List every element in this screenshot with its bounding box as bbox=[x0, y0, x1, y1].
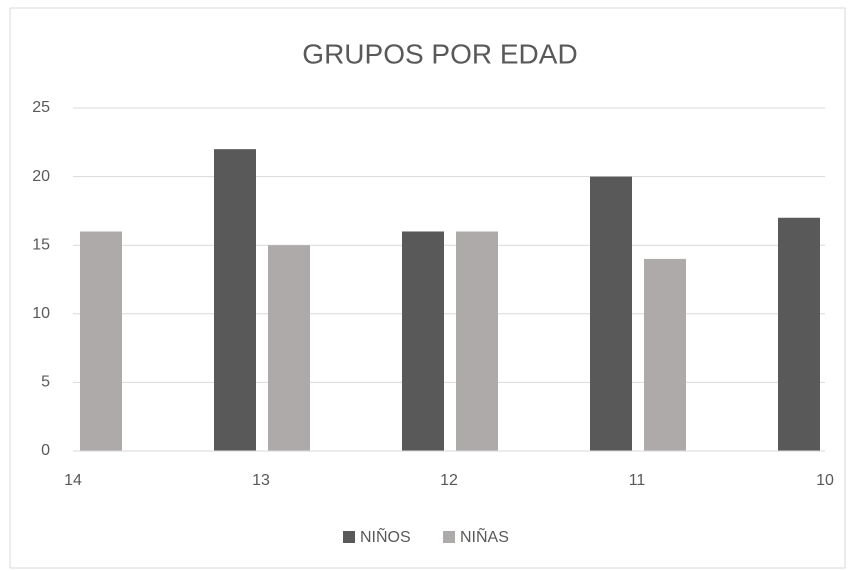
y-tick-label: 10 bbox=[32, 305, 50, 322]
legend-label: NIÑOS bbox=[360, 526, 411, 546]
x-tick-label: 10 bbox=[816, 472, 834, 489]
legend-label: NIÑAS bbox=[460, 526, 509, 546]
bar bbox=[456, 231, 498, 451]
bar bbox=[268, 245, 310, 451]
x-tick-label: 12 bbox=[440, 472, 458, 489]
y-tick-label: 0 bbox=[41, 442, 50, 459]
y-tick-label: 20 bbox=[32, 168, 50, 185]
bar bbox=[778, 217, 820, 451]
y-tick-label: 25 bbox=[32, 99, 50, 116]
y-tick-label: 5 bbox=[41, 374, 50, 391]
legend-swatch bbox=[343, 531, 355, 543]
bar bbox=[402, 231, 444, 451]
bar bbox=[644, 258, 686, 451]
bar bbox=[80, 231, 122, 451]
bar bbox=[214, 149, 256, 451]
bar bbox=[590, 176, 632, 451]
legend-swatch bbox=[443, 531, 455, 543]
x-tick-label: 11 bbox=[629, 472, 646, 489]
chart-title: GRUPOS POR EDAD bbox=[302, 38, 577, 69]
x-tick-label: 13 bbox=[252, 472, 270, 489]
x-tick-label: 14 bbox=[64, 472, 82, 489]
y-tick-label: 15 bbox=[32, 236, 50, 253]
